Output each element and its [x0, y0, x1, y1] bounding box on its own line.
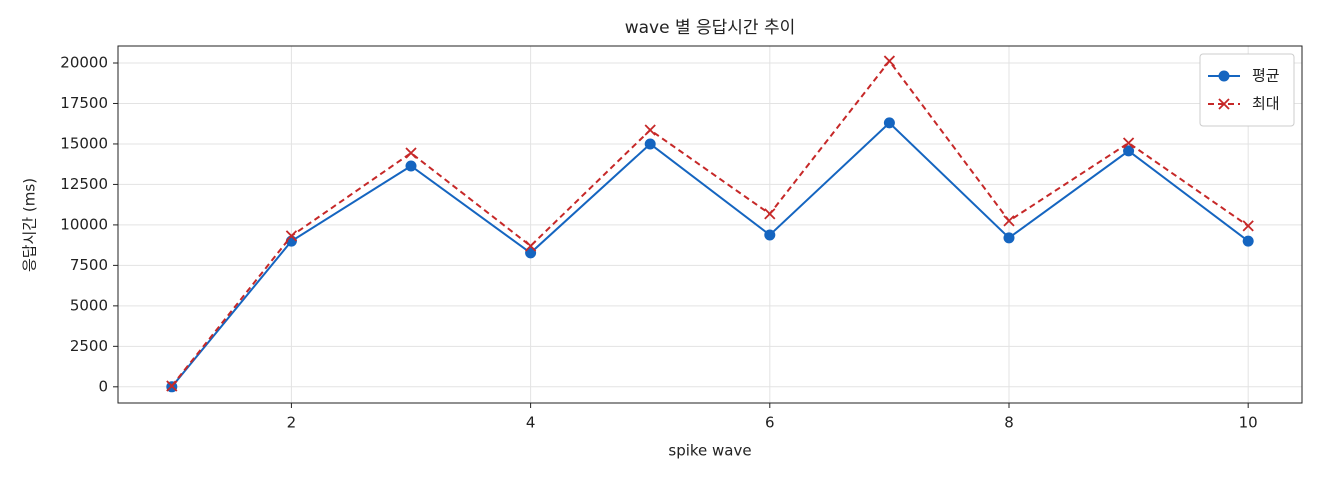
data-point	[644, 124, 656, 136]
data-point	[1003, 232, 1015, 244]
data-point	[405, 147, 417, 159]
x-tick-label: 8	[1004, 414, 1014, 432]
data-point	[405, 160, 417, 172]
y-tick-label: 15000	[60, 134, 108, 152]
x-axis-label: spike wave	[668, 442, 751, 460]
series-line	[171, 59, 1249, 387]
data-point	[1123, 145, 1135, 157]
legend-marker	[1218, 98, 1230, 110]
chart-title: wave 별 응답시간 추이	[625, 18, 796, 38]
y-tick-label: 5000	[70, 296, 108, 314]
data-point	[883, 55, 896, 67]
data-point	[883, 117, 895, 129]
data-point	[285, 230, 298, 242]
y-tick-label: 10000	[60, 215, 108, 233]
y-tick-label: 7500	[70, 256, 108, 274]
series-line	[171, 121, 1249, 388]
data-point	[525, 247, 537, 259]
data-point	[166, 380, 178, 392]
data-point	[1003, 215, 1015, 227]
x-tick-label: 4	[526, 414, 536, 432]
y-axis-label: 응답시간 (ms)	[21, 178, 39, 272]
x-tick-label: 10	[1239, 414, 1258, 432]
data-point	[1242, 235, 1254, 247]
data-point	[1122, 137, 1135, 149]
y-tick-label: 2500	[70, 337, 108, 355]
x-tick-label: 2	[287, 414, 297, 432]
legend-label: 평균	[1252, 67, 1280, 85]
legend-box	[1199, 53, 1295, 127]
y-tick-label: 20000	[60, 54, 108, 72]
data-point	[524, 240, 537, 252]
plot-frame	[117, 45, 1303, 404]
data-point	[1242, 220, 1254, 232]
legend-marker	[1218, 70, 1230, 82]
legend-label: 최대	[1252, 95, 1280, 113]
x-tick-label: 6	[765, 414, 775, 432]
data-point	[764, 229, 776, 241]
data-point	[644, 138, 656, 150]
y-tick-label: 17500	[60, 94, 108, 112]
y-tick-label: 12500	[60, 175, 108, 193]
data-point	[764, 208, 776, 220]
y-tick-label: 0	[98, 377, 108, 395]
